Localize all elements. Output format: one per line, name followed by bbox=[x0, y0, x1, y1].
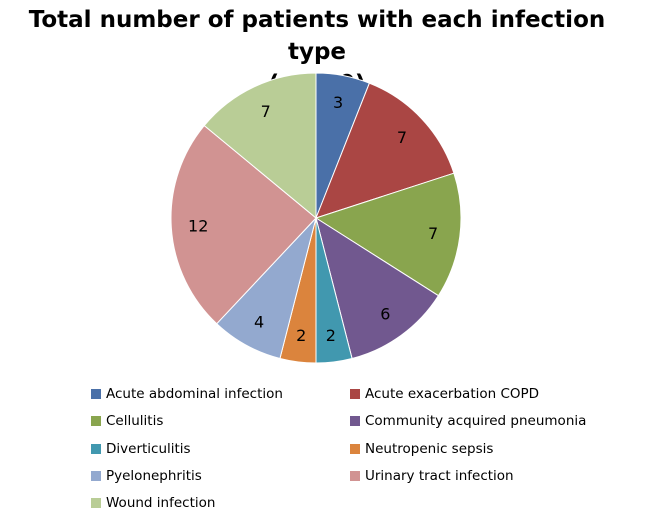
data-label: 3 bbox=[333, 93, 343, 112]
legend-label: Pyelonephritis bbox=[106, 467, 202, 484]
legend-label: Acute exacerbation COPD bbox=[365, 386, 540, 402]
pie-slice-2 bbox=[314, 172, 462, 297]
chart-title: Total number of patients with each infec… bbox=[0, 4, 634, 100]
legend-swatch bbox=[350, 389, 360, 399]
data-label: 7 bbox=[261, 102, 271, 121]
title-text: Total number of patients with each infec… bbox=[28, 7, 606, 65]
legend-item: Cellulitis bbox=[91, 413, 163, 429]
legend-item: Pyelonephritis bbox=[91, 468, 202, 484]
legend-item: Community acquired pneumonia bbox=[350, 413, 586, 429]
legend-item: Acute exacerbation COPD bbox=[350, 386, 539, 402]
legend-label: Diverticulitis bbox=[106, 440, 191, 457]
legend-swatch bbox=[91, 416, 101, 427]
legend-swatch bbox=[350, 443, 360, 454]
legend-label: Cellulitis bbox=[106, 413, 164, 430]
legend-item: Wound infection bbox=[91, 495, 215, 511]
legend-label: Neutropenic sepsis bbox=[365, 440, 494, 457]
legend-item: Neutropenic sepsis bbox=[350, 441, 493, 457]
legend-label: Acute abdominal infection bbox=[106, 386, 283, 402]
data-label: 7 bbox=[428, 224, 438, 243]
legend-item: Urinary tract infection bbox=[350, 468, 514, 484]
legend-item: Acute abdominal infection bbox=[91, 386, 283, 402]
data-label: 2 bbox=[326, 326, 336, 345]
legend-item: Diverticulitis bbox=[91, 441, 191, 457]
legend-label: Community acquired pneumonia bbox=[365, 413, 587, 430]
legend-swatch bbox=[91, 389, 101, 399]
pie-slice-7 bbox=[170, 124, 317, 325]
legend-swatch bbox=[91, 498, 101, 509]
data-label: 4 bbox=[254, 312, 264, 331]
data-label: 12 bbox=[188, 216, 208, 235]
pie-slice-3 bbox=[315, 216, 440, 360]
legend-swatch bbox=[91, 443, 101, 454]
pie-slice-8 bbox=[203, 72, 317, 220]
data-label: 6 bbox=[380, 304, 390, 323]
legend-swatch bbox=[350, 416, 360, 427]
legend-label: Wound infection bbox=[106, 495, 216, 512]
legend-label: Urinary tract infection bbox=[365, 467, 514, 484]
data-label: 7 bbox=[397, 128, 407, 147]
legend-swatch bbox=[350, 470, 360, 481]
data-label: 2 bbox=[296, 326, 306, 345]
legend-swatch bbox=[91, 470, 101, 481]
